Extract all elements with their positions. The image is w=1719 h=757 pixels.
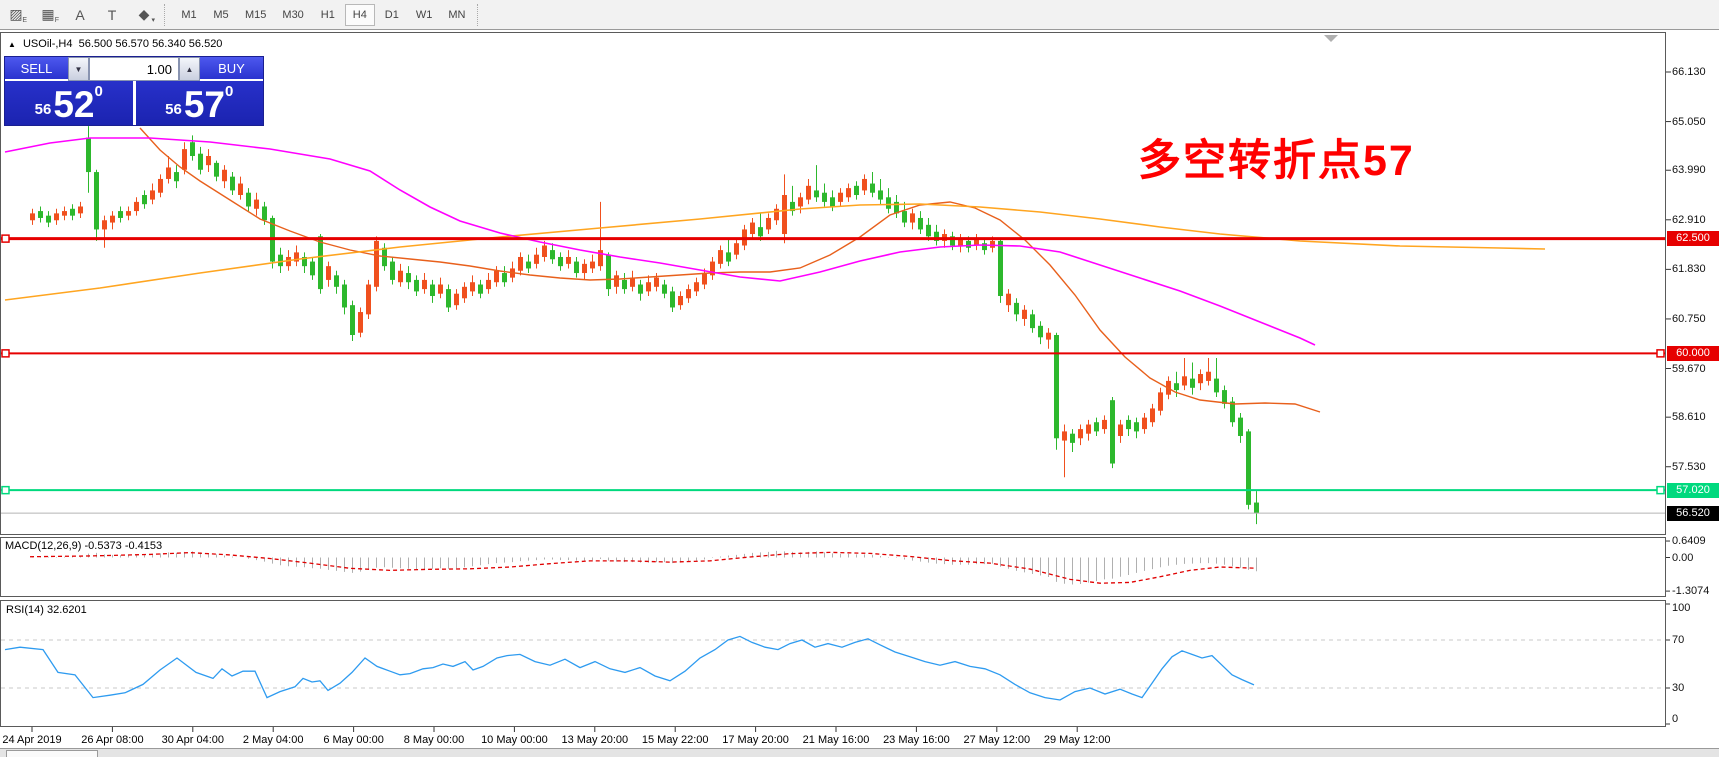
timeframe-button-w1[interactable]: W1	[415, 8, 433, 21]
price-level-badge: 56.520	[1667, 505, 1719, 521]
price-axis-label: 59.670	[1672, 362, 1706, 375]
price-axis-label: 58.610	[1672, 411, 1706, 424]
low-value: 56.340	[152, 38, 186, 50]
buy-price-main: 57	[183, 83, 225, 125]
buy-price-pip: 0	[225, 83, 234, 100]
price-axis-label: 60.750	[1672, 312, 1706, 325]
macd-axis-label: 0.6409	[1672, 535, 1706, 548]
buy-button[interactable]: BUY	[200, 57, 263, 81]
rsi-axis-label: 70	[1672, 634, 1685, 646]
toolbar-separator	[477, 3, 482, 26]
date-axis-label: 13 May 20:00	[561, 734, 629, 746]
open-value: 56.500	[78, 38, 113, 50]
price-axis-label: 66.130	[1672, 66, 1706, 78]
price-axis-label: 63.990	[1672, 164, 1706, 177]
price-axis-label: 65.050	[1672, 115, 1706, 128]
date-axis-label: 2 May 04:00	[242, 734, 304, 746]
chart-tab[interactable]	[6, 750, 98, 757]
price-level-badge: 62.500	[1667, 231, 1719, 247]
macd-axis-label: -1.3074	[1672, 585, 1710, 598]
sell-price-main: 52	[53, 83, 95, 125]
date-axis-label: 26 Apr 08:00	[81, 734, 144, 746]
rsi-axis-label: 30	[1672, 682, 1685, 694]
toolbar: ▨ E ▦ F A T ◆ ▾ M1 M5 M15 M30 H1 H4 D1 W1 MN	[0, 0, 1719, 30]
timeframe-button-m30[interactable]: M30	[282, 8, 304, 21]
sell-price-display[interactable]: 56 52 0	[5, 81, 133, 125]
toolbar-separator	[164, 3, 169, 26]
date-axis-label: 21 May 16:00	[802, 734, 870, 746]
date-axis-label: 23 May 16:00	[883, 734, 950, 746]
sell-price-pip: 0	[94, 83, 103, 100]
grid-dots-icon[interactable]: ▦ F	[41, 6, 59, 24]
sell-price-prefix: 56	[34, 101, 52, 118]
volume-increase-button[interactable]: ▲	[179, 57, 200, 81]
drawing-tools-group: ▨ E ▦ F A T ◆ ▾	[0, 3, 160, 27]
chart-ohlc-header: ▲ USOil-,H4 56.500 56.570 56.340 56.520	[8, 38, 222, 50]
text-label-icon[interactable]: A	[65, 3, 95, 27]
close-value: 56.520	[188, 38, 223, 50]
price-axis-label: 57.530	[1672, 460, 1706, 473]
price-axis-label: 61.830	[1672, 263, 1706, 276]
timeframe-button-mn[interactable]: MN	[448, 8, 466, 21]
sell-button[interactable]: SELL	[5, 57, 68, 81]
date-axis-label: 29 May 12:00	[1043, 734, 1111, 746]
timeframe-button-m1[interactable]: M1	[181, 8, 197, 21]
volume-decrease-button[interactable]: ▼	[68, 57, 89, 81]
chart-text-annotation[interactable]: 多空转折点57	[1138, 137, 1415, 185]
macd-axis-label: 0.00	[1672, 551, 1694, 564]
indicator-hatch-icon[interactable]: ▨ E	[9, 6, 27, 24]
timeframe-button-m5[interactable]: M5	[213, 8, 229, 21]
date-axis-label: 27 May 12:00	[963, 734, 1031, 746]
buy-price-prefix: 56	[165, 101, 182, 118]
rsi-axis-label: 100	[1672, 602, 1691, 614]
timeframe-button-d1[interactable]: D1	[384, 8, 399, 21]
rsi-chart-surface[interactable]	[0, 600, 1666, 727]
date-axis-label: 24 Apr 2019	[2, 734, 62, 746]
timeframe-button-m15[interactable]: M15	[245, 8, 267, 21]
macd-chart-surface[interactable]	[0, 537, 1666, 597]
text-box-icon: T	[107, 6, 117, 23]
shapes-icon: ◆	[138, 6, 150, 22]
symbol-timeframe-label: USOil-,H4	[22, 38, 73, 50]
text-box-icon[interactable]: T	[97, 3, 127, 27]
high-value: 56.570	[115, 38, 149, 50]
volume-input[interactable]	[90, 58, 178, 80]
collapse-triangle-icon[interactable]: ▲	[8, 40, 16, 49]
indicator-hatch-icon: ▨	[9, 6, 23, 22]
timeframe-button-h4[interactable]: H4	[344, 3, 375, 26]
shapes-icon[interactable]: ◆ ▾	[138, 6, 155, 24]
price-divider	[132, 81, 136, 125]
buy-price-display[interactable]: 56 57 0	[136, 81, 264, 125]
grid-dots-icon: ▦	[41, 6, 55, 22]
text-label-icon: A	[75, 6, 85, 23]
date-axis-label: 15 May 22:00	[641, 734, 709, 746]
date-axis-label: 17 May 20:00	[722, 734, 789, 746]
one-click-trading-panel: SELL ▼ ▲ BUY 56 52 0 56 57 0	[5, 57, 263, 125]
rsi-axis-label: 0	[1672, 713, 1679, 725]
macd-indicator-label: MACD(12,26,9) -0.5373 -0.4153	[5, 540, 163, 552]
date-axis-label: 30 Apr 04:00	[161, 734, 224, 746]
price-level-badge: 57.020	[1667, 482, 1719, 498]
timeframe-button-h1[interactable]: H1	[320, 8, 335, 21]
price-level-badge: 60.000	[1667, 345, 1719, 361]
date-axis-label: 6 May 00:00	[323, 734, 384, 746]
date-axis-label: 8 May 00:00	[403, 734, 465, 746]
price-axis-label: 62.910	[1672, 213, 1706, 226]
timeframe-group: M1 M5 M15 M30 H1 H4 D1 W1 MN	[173, 3, 473, 26]
bottom-tab-bar	[0, 748, 1719, 757]
date-axis-label: 10 May 00:00	[481, 734, 548, 746]
rsi-indicator-label: RSI(14) 32.6201	[6, 604, 87, 616]
